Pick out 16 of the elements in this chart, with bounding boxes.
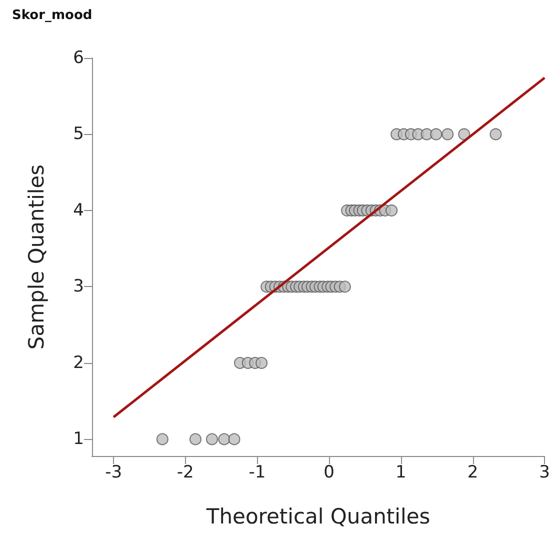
x-tick-label: -1 xyxy=(248,462,266,482)
x-tick-label: 0 xyxy=(324,462,334,482)
y-tick-label: 4 xyxy=(73,200,84,220)
x-axis-title: Theoretical Quantiles xyxy=(205,504,430,528)
y-tick-label: 3 xyxy=(73,276,84,297)
y-axis-title: Sample Quantiles xyxy=(24,164,48,350)
x-tick-label: -3 xyxy=(105,462,122,482)
y-tick-label: 5 xyxy=(73,124,84,144)
chart-title: Skor_mood xyxy=(12,8,92,23)
y-tick-label: 6 xyxy=(73,48,84,68)
x-tick-label: 2 xyxy=(467,462,478,482)
x-tick-label: 3 xyxy=(539,462,550,482)
x-tick-label: 1 xyxy=(396,462,406,482)
y-tick-label: 2 xyxy=(73,352,84,373)
y-tick-label: 1 xyxy=(73,429,84,450)
x-tick-label: -2 xyxy=(176,462,194,482)
